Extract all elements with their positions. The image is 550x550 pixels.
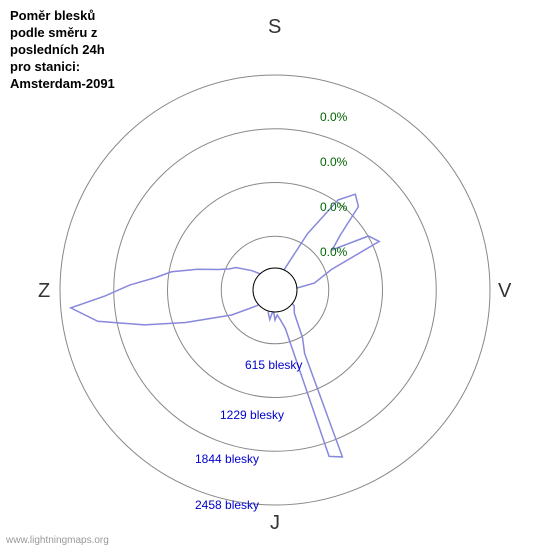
count-label: 615 blesky [245,358,302,372]
count-label: 2458 blesky [195,498,259,512]
count-label: 1229 blesky [220,408,284,422]
percent-label: 0.0% [320,245,347,259]
cardinal-east: V [498,280,511,303]
percent-label: 0.0% [320,110,347,124]
count-label: 1844 blesky [195,452,259,466]
chart-container: Poměr blesků podle směru z posledních 24… [0,0,550,550]
center-hole [253,268,297,312]
cardinal-south: J [270,512,280,535]
chart-title: Poměr blesků podle směru z posledních 24… [10,8,115,92]
cardinal-west: Z [38,280,50,303]
percent-label: 0.0% [320,200,347,214]
percent-label: 0.0% [320,155,347,169]
footer-credit: www.lightningmaps.org [6,535,109,546]
cardinal-north: S [268,16,281,39]
